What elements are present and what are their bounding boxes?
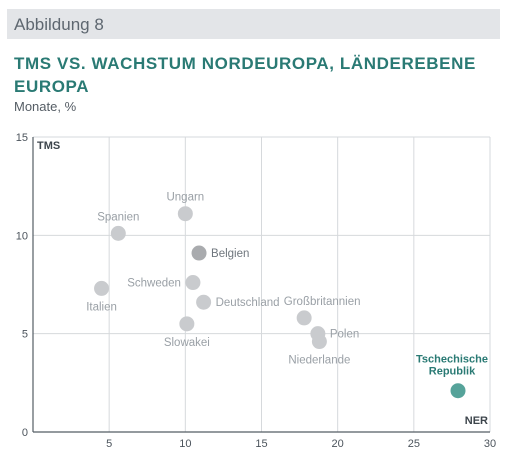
x-tick-label: 20 [332,438,344,450]
figure-label: Abbildung 8 [14,15,104,34]
point-label: Ungarn [166,192,204,204]
x-tick-label: 30 [484,438,496,450]
x-tick-label: 10 [179,438,191,450]
data-point [191,245,207,261]
data-point [196,294,212,310]
data-point [311,334,327,350]
chart-subtitle: Monate, % [14,99,77,114]
data-point [179,316,195,332]
y-tick-label: 5 [22,329,28,341]
point-label: Republik [429,366,476,378]
chart-title: TMS VS. WACHSTUM NORDEUROPA, LÄNDEREBENE… [14,54,476,96]
figure-label-bar: Abbildung 8 [7,9,500,39]
point-label: Großbritannien [284,296,361,308]
x-tick-label: 5 [106,438,112,450]
point-label: Slowakei [164,337,210,349]
x-tick-label: 25 [408,438,420,450]
point-label: Belgien [211,248,249,260]
grid-lines [33,136,491,432]
point-label: Schweden [127,278,181,290]
y-tick-label: 15 [16,132,28,144]
x-axis-label: NER [465,415,488,427]
y-tick-label: 10 [16,230,28,242]
data-point [177,206,193,222]
point-label: Italien [86,301,117,313]
point-label: Tschechische [416,354,488,366]
x-tick-label: 15 [255,438,267,450]
axes: TMS NER [32,137,490,433]
y-tick-label: 0 [22,427,28,439]
data-point [94,280,110,296]
data-point [450,383,466,399]
point-label: Deutschland [216,297,280,309]
data-point [296,310,312,326]
point-label: Polen [330,329,359,341]
data-points [94,206,466,399]
y-axis-label: TMS [37,140,60,152]
point-labels: Ungarn Spanien Belgien Schweden Italien Deuts… [86,192,488,378]
point-label: Spanien [97,211,139,223]
tick-labels: 0 5 10 15 5 10 15 20 25 30 [16,132,496,450]
point-label: Niederlande [288,355,350,367]
data-point [185,275,201,291]
data-point [110,225,126,241]
